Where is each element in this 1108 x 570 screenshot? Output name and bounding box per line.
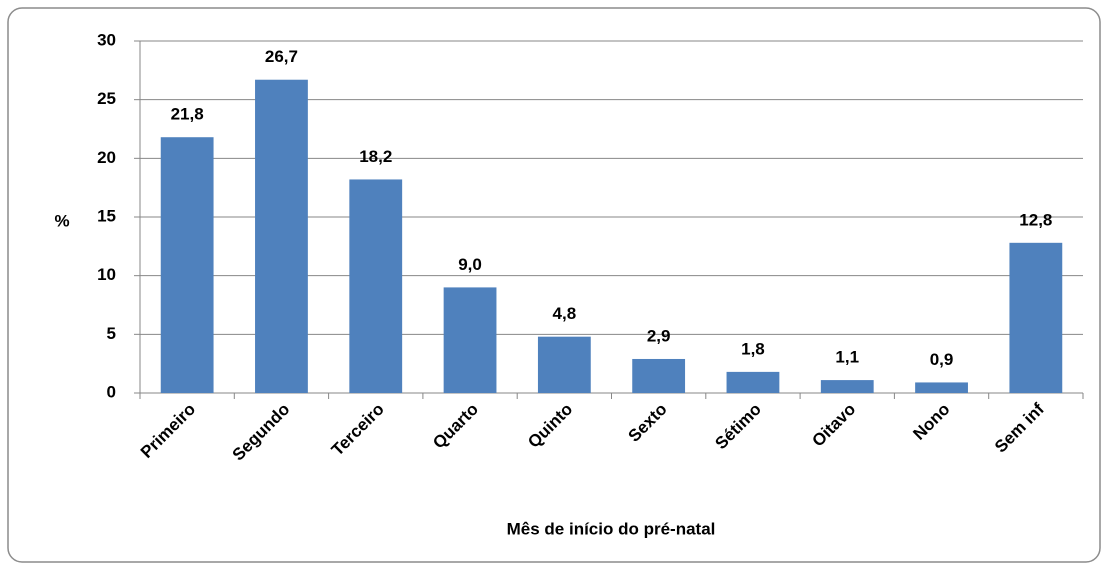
y-tick-label: 15 [97,206,116,225]
value-label: 0,9 [930,350,954,369]
value-label: 26,7 [265,47,298,66]
value-label: 1,1 [835,348,859,367]
y-tick-label: 20 [97,148,116,167]
y-tick-label: 25 [97,89,116,108]
bar [537,336,591,393]
value-label: 18,2 [359,147,392,166]
bar [632,358,686,393]
bar [443,287,497,393]
bar [915,382,968,393]
value-label: 1,8 [741,339,765,358]
value-label: 4,8 [553,304,577,323]
y-axis-title: % [54,211,69,230]
y-tick-label: 10 [97,265,116,284]
bar [160,137,214,393]
bar [349,179,403,393]
y-tick-label: 5 [107,324,116,343]
bar [820,380,874,393]
value-label: 2,9 [647,326,671,345]
bar [1009,242,1063,393]
bar [726,371,780,393]
x-axis-title: Mês de início do pré-natal [507,519,716,538]
bar [255,79,308,393]
value-label: 12,8 [1019,210,1052,229]
y-tick-label: 0 [107,382,116,401]
value-label: 9,0 [458,255,482,274]
y-tick-label: 30 [97,30,116,49]
value-label: 21,8 [171,105,204,124]
